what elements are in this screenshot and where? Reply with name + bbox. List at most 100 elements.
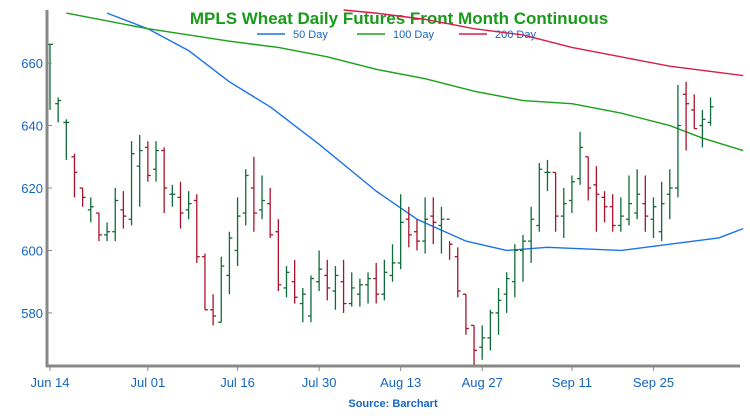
- ohlc-bar: [650, 197, 657, 238]
- ohlc-bars: [47, 43, 714, 366]
- ohlc-bar: [446, 218, 453, 260]
- ohlc-bar: [577, 131, 584, 185]
- ohlc-bar: [674, 84, 681, 198]
- ohlc-bar: [55, 97, 62, 123]
- ma-line-50-day: [106, 12, 744, 252]
- ohlc-bar: [634, 169, 641, 220]
- legend: 50 Day 100 Day 200 Day: [257, 29, 536, 41]
- ohlc-bar: [95, 212, 102, 242]
- moving-average-lines: [66, 9, 744, 252]
- ohlc-bar: [348, 272, 355, 307]
- ohlc-bar: [373, 262, 380, 304]
- ma-line-200-day: [343, 9, 744, 77]
- ohlc-bar: [136, 134, 143, 207]
- ohlc-bar: [544, 159, 551, 192]
- ohlc-bar: [299, 287, 306, 323]
- ohlc-bar: [210, 294, 217, 326]
- ohlc-bar: [275, 219, 282, 292]
- ohlc-bar: [242, 169, 249, 226]
- source-note: Source: Barchart: [348, 398, 438, 410]
- ohlc-bar: [617, 197, 624, 232]
- y-tick-label: 600: [21, 243, 43, 258]
- x-tick-label: Jul 30: [302, 375, 337, 390]
- ohlc-bar: [642, 175, 649, 232]
- ohlc-bar: [422, 197, 429, 254]
- ohlc-bar: [307, 275, 314, 323]
- ohlc-bar: [430, 197, 437, 245]
- x-tick-label: Sep 11: [552, 375, 592, 390]
- ohlc-bar: [324, 259, 331, 301]
- legend-item: 100 Day: [357, 29, 434, 41]
- ohlc-bar: [528, 206, 535, 263]
- x-tick-label: Jul 16: [220, 375, 255, 390]
- ohlc-bar: [511, 244, 518, 298]
- ohlc-bar: [413, 219, 420, 251]
- ohlc-bar: [585, 156, 592, 201]
- ohlc-bar: [201, 253, 208, 311]
- ohlc-bar: [185, 191, 192, 220]
- ohlc-bar: [87, 197, 94, 223]
- legend-label: 50 Day: [293, 29, 328, 41]
- ohlc-bar: [79, 187, 86, 207]
- ohlc-bar: [519, 234, 526, 282]
- ohlc-bar: [226, 231, 233, 295]
- ohlc-bar: [153, 141, 160, 182]
- ohlc-bar: [63, 119, 70, 160]
- ohlc-bar: [259, 175, 266, 220]
- ohlc-bar: [332, 266, 339, 310]
- ohlc-bar: [699, 109, 706, 148]
- y-tick-label: 580: [21, 306, 43, 321]
- legend-label: 100 Day: [393, 29, 434, 41]
- ohlc-bar: [112, 188, 119, 242]
- legend-item: 50 Day: [257, 29, 328, 41]
- ohlc-bar: [193, 194, 200, 263]
- ohlc-bar: [536, 163, 543, 232]
- ohlc-bar: [397, 194, 404, 270]
- ohlc-bar: [691, 94, 698, 130]
- ohlc-bar: [316, 250, 323, 292]
- x-tick-label: Sep 25: [633, 375, 674, 390]
- ohlc-bar: [365, 272, 372, 304]
- ma-line-100-day: [66, 12, 744, 152]
- y-tick-label: 640: [21, 119, 43, 134]
- ohlc-bar: [356, 278, 363, 307]
- ohlc-bar: [250, 156, 257, 232]
- ohlc-bar: [283, 266, 290, 298]
- ohlc-bar: [479, 325, 486, 360]
- ohlc-bar: [593, 166, 600, 232]
- ohlc-bar: [471, 324, 478, 366]
- ohlc-bar: [560, 188, 567, 238]
- ohlc-bar: [169, 184, 176, 207]
- legend-item: 200 Day: [459, 29, 536, 41]
- ohlc-bar: [120, 191, 127, 229]
- x-axis: Jun 14 Jul 01 Jul 16 Jul 30 Aug 13 Aug 27 Sep …: [30, 364, 740, 390]
- ohlc-bar: [218, 256, 225, 323]
- x-tick-label: Jun 14: [30, 375, 69, 390]
- ohlc-bar: [568, 175, 575, 213]
- ohlc-bar: [503, 272, 510, 313]
- ohlc-bar: [609, 194, 616, 232]
- ohlc-bar: [144, 141, 151, 182]
- ohlc-bar: [487, 309, 494, 351]
- y-tick-label: 620: [21, 181, 43, 196]
- ohlc-bar: [128, 141, 135, 226]
- ohlc-bar: [683, 81, 690, 151]
- ohlc-bar: [381, 259, 388, 301]
- ohlc-bar: [340, 259, 347, 313]
- ohlc-bar: [462, 293, 469, 335]
- ohlc-bar: [626, 175, 633, 226]
- ohlc-bar: [438, 206, 445, 254]
- chart-title: MPLS Wheat Daily Futures Front Month Con…: [190, 9, 608, 28]
- ohlc-bar: [161, 147, 168, 213]
- ohlc-bar: [389, 244, 396, 282]
- x-tick-label: Jul 01: [131, 375, 166, 390]
- ohlc-bar: [658, 181, 665, 242]
- ohlc-bar: [177, 181, 184, 229]
- y-tick-label: 660: [21, 56, 43, 71]
- ohlc-bar: [71, 153, 78, 198]
- ohlc-bar: [707, 97, 714, 126]
- ohlc-bar: [552, 171, 559, 232]
- ohlc-bar: [454, 247, 461, 298]
- ohlc-bar: [104, 222, 111, 242]
